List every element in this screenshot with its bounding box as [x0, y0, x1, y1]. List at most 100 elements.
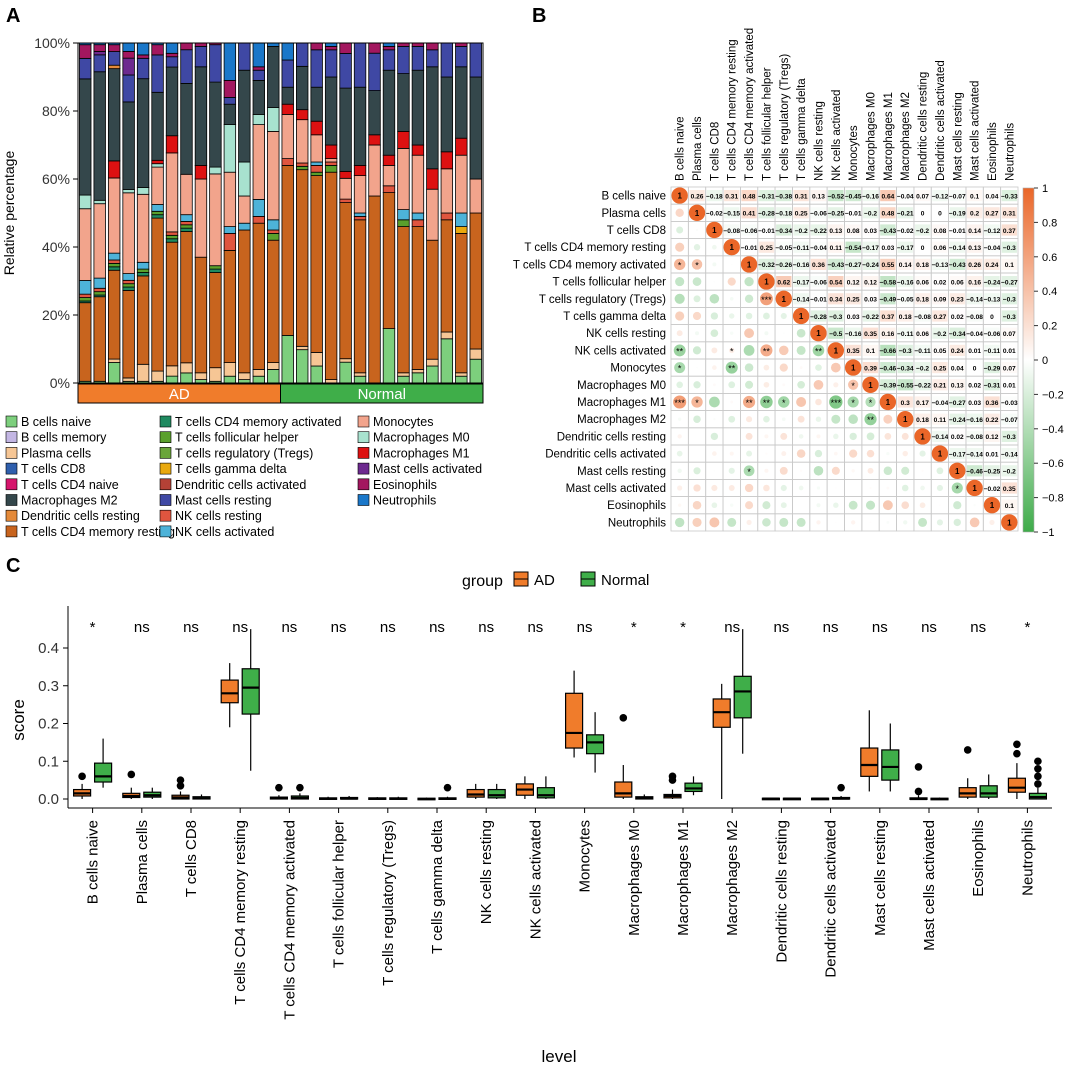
- corr-circle-18-12: [869, 486, 872, 490]
- corr-value-bg: [984, 344, 1000, 356]
- corr-circle-14-8: [797, 415, 805, 423]
- corr-value-bg: [862, 293, 879, 305]
- y-axis-title: score: [9, 699, 28, 741]
- corr-circle-diag-5: [740, 256, 758, 273]
- bar-segment-s14-plasma-cells: [267, 362, 280, 370]
- corr-value-1-5: 0.48: [743, 193, 756, 200]
- corr-value-bg: [880, 207, 896, 219]
- bar-segment-s20-b-cells-naive: [353, 375, 367, 384]
- corr-circle-7-3: [709, 294, 720, 304]
- corr-value-11-12: 0.39: [864, 365, 877, 372]
- corr-value-13-15: 0.17: [916, 400, 929, 407]
- corr-circle-17-15: [921, 469, 924, 472]
- bar-segment-s5-t-cells-follicular-helper: [136, 268, 150, 273]
- bar-segment-s14-nk-cells-resting: [267, 229, 280, 234]
- bar-segment-s19-macrophages-m1: [339, 170, 352, 179]
- column-label-dendritic-cells-resting: Dendritic cells resting: [918, 72, 930, 181]
- corr-circle-15-9: [816, 434, 821, 439]
- bar-segment-s5-eosinophils: [136, 54, 150, 59]
- significance-label: ns: [577, 619, 593, 636]
- corr-value-bg: [966, 448, 983, 460]
- legend-label-neutrophils: Neutrophils: [373, 494, 436, 508]
- legend-title: group: [462, 573, 503, 590]
- corr-value-bg: [862, 207, 879, 219]
- corr-circle-9-5: [744, 328, 754, 339]
- bar-segment-s16-t-cells-cd4-memory-resting: [296, 169, 309, 347]
- corr-circle-18-3: [711, 484, 718, 492]
- y-tick-label: 0.2: [38, 716, 59, 733]
- bar-segment-s2-nk-cells-resting: [93, 287, 106, 293]
- bar-segment-s26-macrophages-m2: [440, 76, 454, 153]
- bar-segment-s22-nk-cells-resting: [382, 185, 396, 194]
- corr-value-6-7: 0.62: [777, 279, 790, 286]
- corr-value-bg: [932, 362, 948, 374]
- corr-value-diag: 1: [886, 398, 891, 407]
- corr-circle-17-8: [799, 469, 803, 472]
- corr-circle-9-7: [782, 332, 785, 335]
- corr-value-3-8: −0.2: [795, 228, 808, 235]
- corr-circle-20-6: [762, 518, 771, 527]
- corr-value-7-15: 0.18: [916, 297, 929, 304]
- corr-value-bg: [949, 448, 965, 460]
- corr-value-1-13: 0.64: [881, 193, 894, 200]
- corr-value-3-4: −0.08: [723, 228, 740, 235]
- bar-segment-s12-macrophages-m0: [238, 161, 251, 197]
- corr-value-18-19: −0.02: [984, 486, 1001, 493]
- corr-value-8-17: 0.02: [951, 314, 964, 321]
- bar-segment-s10-mast-cells-resting: [209, 44, 222, 83]
- bar-segment-s13-eosinophils: [252, 66, 265, 71]
- corr-value-bg: [1001, 224, 1017, 236]
- corr-value-bg: [845, 276, 861, 288]
- colorbar-tick-label: −0.2: [1042, 389, 1064, 401]
- box-normal-t-cells-cd4-memory-resting: [241, 668, 260, 715]
- corr-value-bg: [897, 241, 913, 253]
- column-label-neutrophils: Neutrophils: [1004, 123, 1016, 181]
- legend-label-normal: Normal: [601, 572, 649, 589]
- corr-circle-17-16: [936, 467, 944, 475]
- corr-value-5-16: −0.13: [932, 262, 949, 269]
- bar-segment-s22-eosinophils: [382, 46, 396, 51]
- corr-value-9-20: 0.07: [1003, 331, 1016, 338]
- corr-value-10-18: 0.01: [968, 348, 981, 355]
- column-label-t-cells-follicular-helper: T cells follicular helper: [761, 67, 773, 181]
- corr-circle-diag-10: [827, 342, 845, 359]
- bar-segment-s16-macrophages-m1: [296, 109, 309, 121]
- corr-value-bg: [949, 224, 965, 236]
- bar-segment-s28-plasma-cells: [469, 348, 482, 360]
- corr-circle-19-3: [711, 502, 718, 509]
- corr-value-1-8: 0.31: [795, 193, 808, 200]
- bar-segment-s25-monocytes: [426, 188, 439, 241]
- corr-circle-16-6: [765, 452, 768, 455]
- bar-segment-s1-t-cells-cd4-memory-resting: [79, 302, 92, 382]
- corr-circle-10-4: [729, 347, 735, 354]
- corr-value-bg: [845, 207, 861, 219]
- corr-circle-8-7: [780, 312, 787, 320]
- corr-value-13-18: 0.03: [968, 400, 981, 407]
- corr-value-3-15: −0.2: [916, 228, 929, 235]
- bar-segment-s6-eosinophils: [151, 44, 164, 56]
- corr-value-6-16: 0.02: [934, 279, 947, 286]
- corr-value-bg: [966, 293, 983, 305]
- colorbar-tick-label: 0.8: [1042, 217, 1057, 229]
- bar-segment-s13-monocytes: [252, 124, 265, 200]
- x-tick-label-macrophages-m0: Macrophages M0: [626, 820, 643, 936]
- legend-label-macrophages-m0: Macrophages M0: [373, 431, 470, 445]
- column-label-t-cells-cd4-memory-activated: T cells CD4 memory activated: [744, 28, 756, 181]
- corr-circle-16-15: [919, 450, 926, 457]
- corr-circle-10-9: [812, 344, 825, 357]
- corr-value-4-11: −0.54: [845, 245, 862, 252]
- x-tick-label-dendritic-cells-resting: Dendritic cells resting: [773, 820, 790, 963]
- corr-value-bg: [914, 224, 931, 236]
- corr-value-bg: [880, 241, 896, 253]
- bar-segment-s21-t-cells-cd4-memory-resting: [368, 195, 381, 384]
- bar-segment-s11-monocytes: [223, 171, 237, 227]
- corr-value-diag: 1: [903, 415, 908, 424]
- corr-circle-18-15: [920, 485, 925, 491]
- corr-value-7-19: −0.13: [984, 297, 1001, 304]
- bar-segment-s2-eosinophils: [93, 44, 106, 52]
- bar-segment-s27-mast-cells-resting: [455, 46, 468, 68]
- row-label-t-cells-regulatory-tregs: T cells regulatory (Tregs): [539, 294, 666, 306]
- legend-label-nk-cells-activated: NK cells activated: [175, 525, 274, 539]
- corr-value-1-19: 0.04: [986, 193, 999, 200]
- corr-value-3-13: −0.43: [880, 228, 897, 235]
